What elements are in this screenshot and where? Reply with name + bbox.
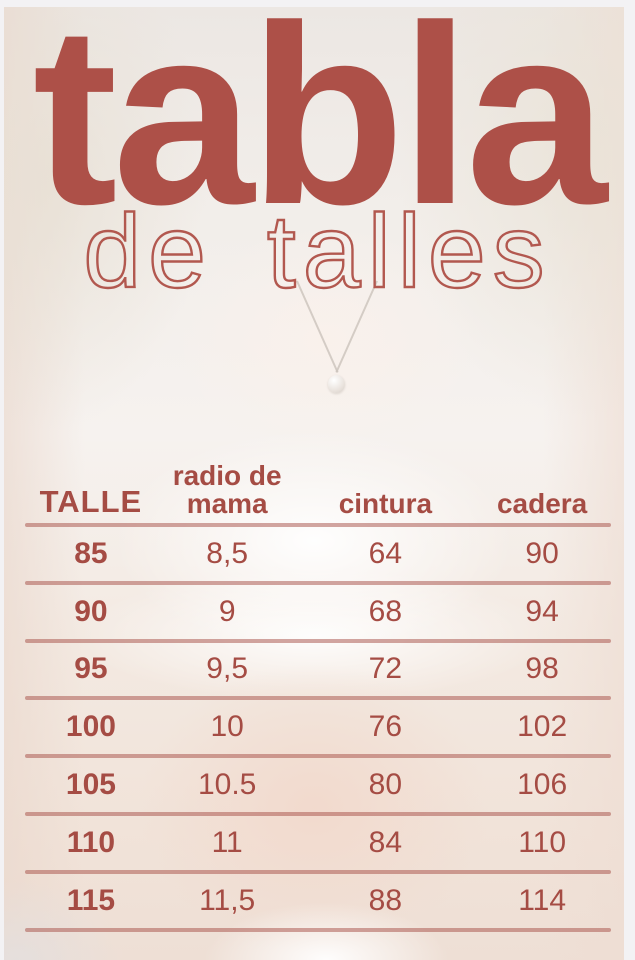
cell-cadera: 94 (525, 594, 559, 628)
cell-cadera: 102 (517, 710, 568, 744)
table-row: 110 11 84 110 (25, 816, 611, 870)
cell-cadera: 90 (525, 536, 559, 570)
column-header-radio-de-mama: radio de mama (157, 462, 298, 517)
column-header-cintura: cintura (338, 487, 433, 519)
cell-radio-de-mama: 10.5 (197, 768, 257, 802)
cell-cadera: 98 (525, 652, 559, 686)
cell-talle: 85 (74, 536, 108, 570)
row-divider (25, 580, 611, 585)
cell-radio-de-mama: 9,5 (206, 652, 249, 686)
cell-cintura: 84 (368, 825, 403, 859)
row-divider (25, 638, 611, 643)
table-row: 115 11,5 88 114 (25, 874, 611, 928)
model-photo-background (4, 7, 624, 960)
size-table: TALLE radio de mama cintura cadera 85 8,… (25, 462, 611, 932)
page-subtitle: de talles (82, 194, 552, 310)
column-header-cadera: cadera (496, 487, 588, 519)
cell-cintura: 80 (368, 768, 403, 802)
cell-talle: 100 (65, 710, 116, 744)
row-divider (25, 523, 611, 527)
cell-radio-de-mama: 8,5 (206, 536, 249, 570)
table-row: 90 9 68 94 (25, 585, 611, 639)
table-row: 85 8,5 64 90 (25, 527, 611, 581)
table-row: 95 9,5 72 98 (25, 643, 611, 697)
row-divider (25, 754, 611, 759)
cell-cintura: 76 (368, 710, 403, 744)
cell-talle: 105 (65, 768, 116, 802)
cell-radio-de-mama: 11 (211, 825, 243, 859)
cell-cintura: 88 (368, 883, 403, 917)
cell-talle: 95 (74, 652, 108, 686)
row-divider (25, 696, 611, 701)
cell-cadera: 114 (518, 883, 567, 917)
cell-radio-de-mama: 11,5 (199, 883, 256, 917)
cell-cintura: 72 (368, 652, 403, 686)
table-row: 100 10 76 102 (25, 700, 611, 754)
cell-cintura: 68 (368, 594, 403, 628)
cell-talle: 90 (74, 594, 108, 628)
cell-radio-de-mama: 10 (210, 710, 244, 744)
page-title: tabla (32, 0, 608, 258)
cell-cadera: 110 (518, 825, 567, 859)
row-divider (25, 869, 611, 874)
cell-talle: 115 (66, 883, 116, 917)
row-divider (25, 927, 611, 932)
row-divider (25, 811, 611, 816)
column-header-talle: TALLE (39, 483, 143, 519)
cell-cadera: 106 (517, 768, 568, 802)
table-row: 105 10.5 80 106 (25, 758, 611, 812)
cell-talle: 110 (66, 825, 116, 859)
column-header-radio-de-mama-label: radio de mama (172, 460, 282, 519)
table-header-row: TALLE radio de mama cintura cadera (25, 462, 611, 523)
cell-radio-de-mama: 9 (218, 594, 236, 628)
pearl-pendant-icon (328, 375, 345, 393)
cell-cintura: 64 (368, 536, 403, 570)
